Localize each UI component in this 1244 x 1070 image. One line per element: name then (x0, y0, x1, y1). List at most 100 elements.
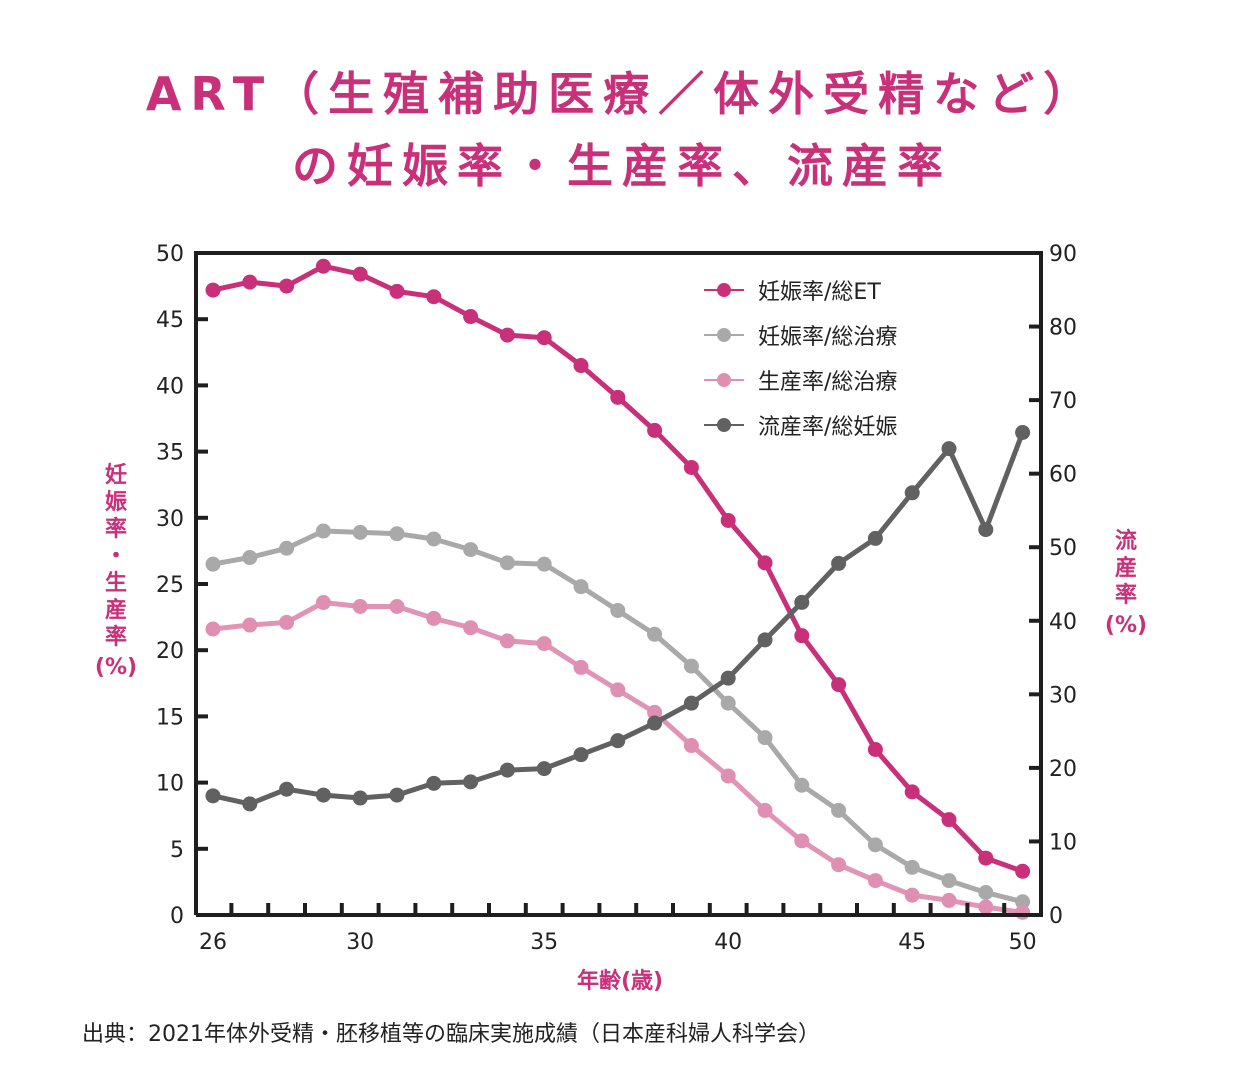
legend-marker (717, 373, 731, 387)
data-point (904, 485, 920, 501)
data-point (426, 531, 442, 547)
right-tick-label: 0 (1049, 904, 1063, 929)
data-point (573, 579, 589, 595)
data-point (720, 695, 736, 711)
data-point (389, 526, 405, 542)
right-tick-label: 90 (1049, 242, 1077, 267)
x-axis-title: 年齢(歳) (577, 968, 663, 994)
data-point (757, 632, 773, 648)
left-tick-label: 25 (156, 573, 184, 598)
data-point (683, 459, 699, 475)
left-axis-title-char: (%) (95, 655, 137, 680)
left-axis-title-char: 率 (105, 624, 127, 650)
left-tick-label: 35 (156, 441, 184, 466)
legend-item: 妊娠率/総ET (704, 280, 881, 305)
data-point (978, 884, 994, 900)
data-point (647, 626, 663, 642)
data-point (794, 594, 810, 610)
right-axis-title-char: 産 (1115, 555, 1137, 581)
data-point (463, 620, 479, 636)
data-point (941, 892, 957, 908)
chart: 0 5 10 15 20 25 30 35 40 45 50 0 10 20 30 40 50 60 70 80 90 2… (95, 242, 1147, 994)
data-point (610, 733, 626, 749)
data-point (683, 658, 699, 674)
data-point (757, 555, 773, 571)
data-point (499, 555, 515, 571)
data-point (683, 695, 699, 711)
right-axis-title-char: 率 (1115, 582, 1137, 608)
data-point (720, 512, 736, 528)
legend-label: 生産率/総治療 (758, 370, 897, 395)
data-point (463, 542, 479, 558)
data-point (867, 873, 883, 889)
chart-title-line-2: の妊娠率・生産率、流産率 (292, 139, 952, 193)
data-point (352, 599, 368, 615)
data-point (463, 309, 479, 325)
axis-ticks: 0 5 10 15 20 25 30 35 40 45 50 0 10 20 30 40 50 60 70 80 90 2… (156, 242, 1077, 955)
data-point (831, 555, 847, 571)
data-point (904, 784, 920, 800)
data-point (315, 595, 331, 611)
legend-marker (717, 283, 731, 297)
data-point (757, 730, 773, 746)
source-note: 出典：2021年体外受精・胚移植等の臨床実施成績（日本産科婦人科学会） (82, 1022, 820, 1047)
axis-titles: 年齢(歳)妊娠率・生産率(%)流産率(%) (95, 462, 1147, 994)
data-point (389, 283, 405, 299)
series-line (212, 263, 1024, 874)
data-point (536, 636, 552, 652)
left-tick-label: 10 (156, 772, 184, 797)
x-tick-label: 40 (714, 930, 742, 955)
data-point (426, 775, 442, 791)
data-point (867, 837, 883, 853)
left-tick-label: 20 (156, 639, 184, 664)
left-tick-label: 5 (170, 838, 184, 863)
data-point (1015, 894, 1031, 910)
data-point (683, 738, 699, 754)
data-point (499, 762, 515, 778)
series-1 (205, 523, 1031, 910)
x-tick-label: 30 (346, 930, 374, 955)
data-point (647, 715, 663, 731)
data-point (389, 599, 405, 615)
data-point (867, 742, 883, 757)
x-tick-label: 26 (199, 930, 227, 955)
left-tick-label: 15 (156, 705, 184, 730)
data-point (352, 790, 368, 806)
data-point (242, 796, 258, 812)
data-point (904, 859, 920, 875)
data-point (499, 327, 515, 343)
data-point (536, 556, 552, 572)
series-3 (205, 424, 1031, 812)
data-point (279, 540, 295, 556)
x-tick-label: 45 (898, 930, 926, 955)
data-point (573, 358, 589, 374)
data-point (831, 802, 847, 818)
legend-marker (717, 418, 731, 432)
left-tick-label: 40 (156, 374, 184, 399)
right-tick-label: 10 (1049, 830, 1077, 855)
left-tick-label: 45 (156, 308, 184, 333)
series-lines (205, 258, 1031, 920)
left-axis-title-char: 娠 (105, 489, 127, 515)
data-point (205, 621, 221, 637)
data-point (242, 617, 258, 633)
data-point (794, 833, 810, 849)
data-point (1015, 863, 1031, 879)
plot-frame (194, 251, 1043, 917)
data-point (941, 441, 957, 457)
right-axis-title-char: 流 (1115, 528, 1137, 554)
right-tick-label: 60 (1049, 463, 1077, 488)
data-point (426, 289, 442, 305)
data-point (205, 788, 221, 804)
right-tick-label: 50 (1049, 536, 1077, 561)
data-point (1015, 904, 1031, 920)
data-point (904, 887, 920, 903)
data-point (757, 802, 773, 818)
data-point (794, 628, 810, 644)
right-axis-title: 流産率 (%) (1105, 528, 1147, 638)
data-point (720, 768, 736, 784)
left-tick-label: 30 (156, 507, 184, 532)
data-point (831, 677, 847, 693)
x-tick-label: 50 (1009, 930, 1037, 955)
data-point (1015, 424, 1031, 440)
